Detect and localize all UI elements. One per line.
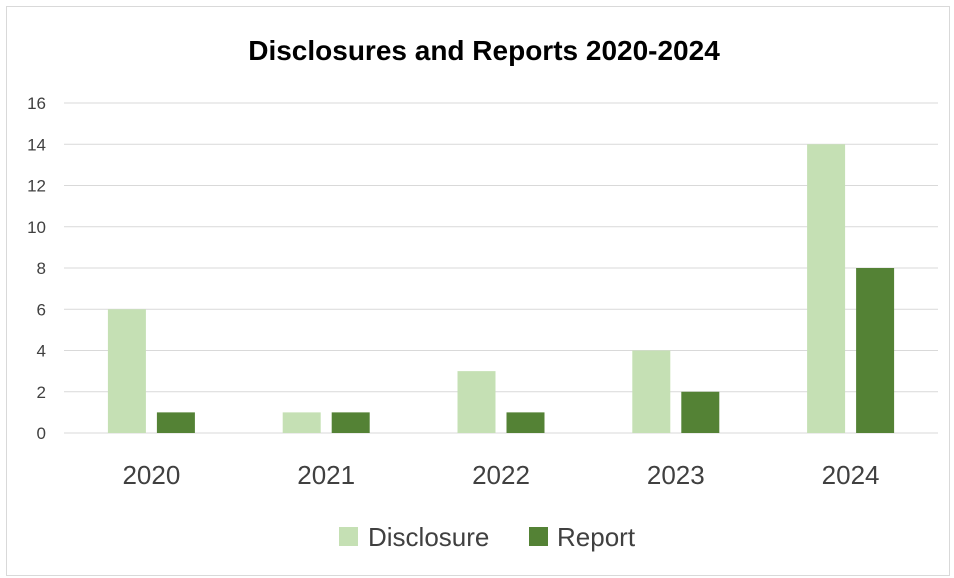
bar-disclosure-2023 — [632, 350, 671, 433]
bar-report-2024 — [856, 268, 895, 433]
y-tick-label: 12 — [27, 177, 46, 196]
bar-disclosure-2022 — [457, 371, 496, 433]
y-tick-label: 8 — [37, 259, 46, 278]
bar-disclosure-2021 — [282, 412, 321, 433]
legend-swatch-disclosure — [339, 527, 358, 546]
chart-title: Disclosures and Reports 2020-2024 — [248, 35, 720, 66]
y-tick-label: 10 — [27, 218, 46, 237]
x-tick-label: 2024 — [822, 460, 880, 490]
x-tick-label: 2020 — [122, 460, 180, 490]
legend-swatch-report — [529, 527, 548, 546]
bar-disclosure-2020 — [107, 309, 146, 433]
y-tick-label: 14 — [27, 135, 46, 154]
legend-label-report: Report — [557, 522, 636, 552]
bar-disclosure-2024 — [807, 144, 846, 433]
gridlines — [64, 102, 938, 434]
y-tick-label: 16 — [27, 94, 46, 113]
bars — [107, 144, 895, 433]
y-tick-label: 6 — [37, 300, 46, 319]
bar-report-2020 — [156, 412, 195, 433]
legend-label-disclosure: Disclosure — [368, 522, 489, 552]
y-tick-label: 4 — [37, 342, 46, 361]
x-tick-label: 2022 — [472, 460, 530, 490]
bar-report-2022 — [506, 412, 545, 433]
y-axis-ticks: 0 2 4 6 8 10 12 14 16 — [27, 94, 46, 443]
x-tick-label: 2021 — [297, 460, 355, 490]
x-axis-ticks: 2020 2021 2022 2023 2024 — [122, 460, 879, 490]
x-tick-label: 2023 — [647, 460, 705, 490]
legend: Disclosure Report — [339, 522, 636, 552]
bar-report-2023 — [681, 391, 720, 433]
chart-frame — [6, 6, 950, 576]
y-tick-label: 2 — [37, 383, 46, 402]
y-tick-label: 0 — [37, 424, 46, 443]
bar-report-2021 — [331, 412, 370, 433]
